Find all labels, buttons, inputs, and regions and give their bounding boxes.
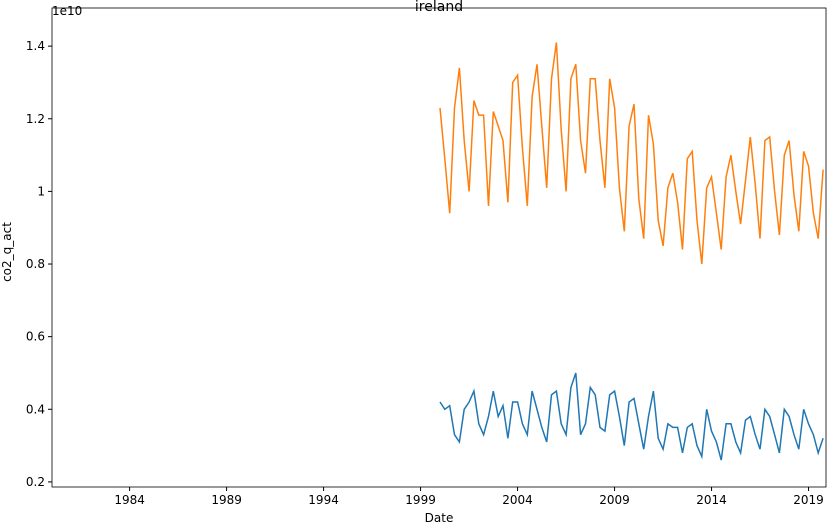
y-offset-label: 1e10: [52, 4, 82, 18]
x-axis-label: Date: [425, 511, 454, 525]
y-tick-label: 1: [37, 184, 45, 198]
x-tick-label: 2004: [502, 493, 533, 507]
x-tick-label: 1989: [211, 493, 242, 507]
x-tick-label: 2014: [696, 493, 727, 507]
y-axis-label: co2_q_act: [0, 222, 14, 282]
y-tick-label: 0.2: [26, 475, 45, 489]
y-tick-label: 0.6: [26, 330, 45, 344]
y-tick-label: 0.8: [26, 257, 45, 271]
x-tick-label: 1994: [308, 493, 339, 507]
x-tick-label: 2019: [793, 493, 824, 507]
x-tick-label: 1999: [405, 493, 436, 507]
series-line: [439, 42, 824, 265]
y-tick-label: 0.4: [26, 402, 45, 416]
x-tick-label: 1984: [114, 493, 145, 507]
plot-frame: [51, 7, 827, 488]
y-tick-label: 1.4: [26, 39, 45, 53]
chart-title: ireland: [415, 0, 463, 15]
y-tick-label: 1.2: [26, 112, 45, 126]
series-line: [439, 372, 824, 461]
x-tick-label: 2009: [599, 493, 630, 507]
